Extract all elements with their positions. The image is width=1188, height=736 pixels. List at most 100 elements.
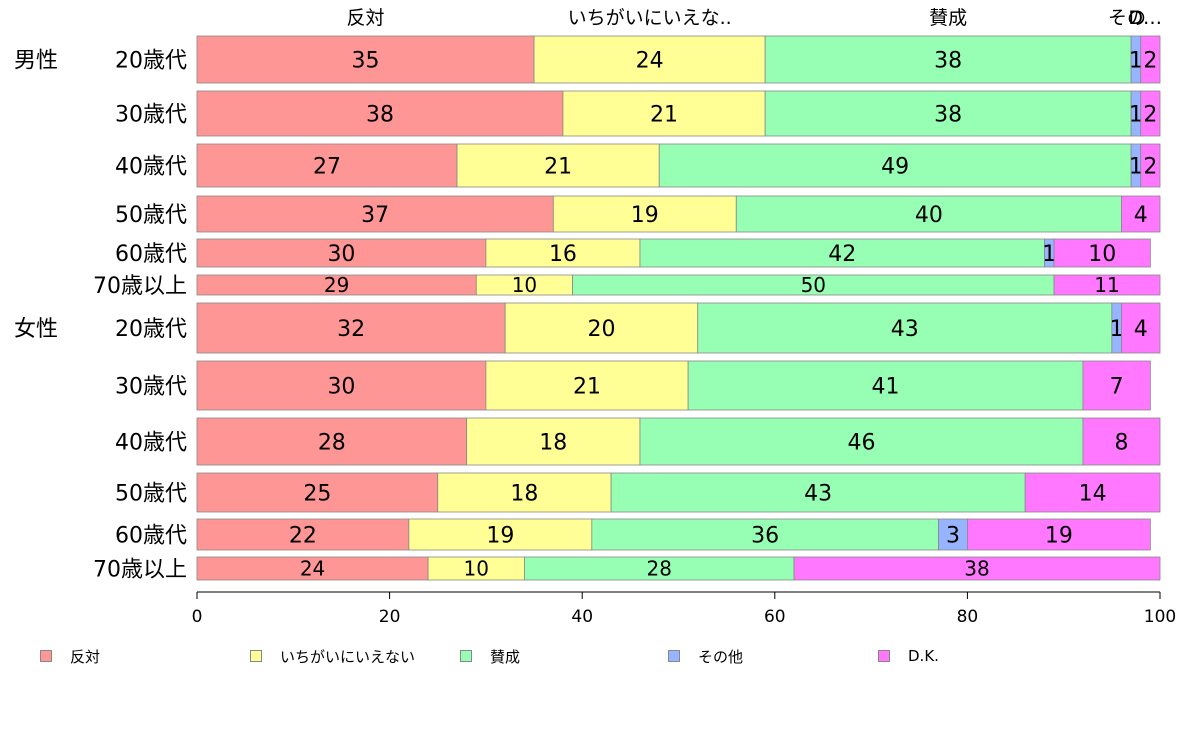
bar-segment xyxy=(1082,417,1161,466)
data-label: 24 xyxy=(300,557,325,581)
data-label: 24 xyxy=(636,48,664,73)
data-label: 32 xyxy=(337,317,365,342)
bar-segment xyxy=(1140,90,1161,137)
series-header-label: その xyxy=(1108,7,1146,29)
data-label: 27 xyxy=(313,154,341,179)
data-label: 1 xyxy=(1129,102,1143,127)
legend-swatch xyxy=(878,650,890,662)
data-label: 11 xyxy=(1094,273,1119,297)
legend-swatch xyxy=(668,650,680,662)
data-label: 49 xyxy=(881,154,909,179)
category-label: 20歳代 xyxy=(115,49,187,74)
legend-label: D.K. xyxy=(908,647,939,665)
legend-item: D.K. xyxy=(878,645,939,667)
category-label: 70歳以上 xyxy=(93,274,187,299)
bar-segment xyxy=(437,472,612,513)
category-label: 50歳代 xyxy=(115,482,187,507)
legend-item: 賛成 xyxy=(460,645,520,667)
x-tick-label: 40 xyxy=(571,607,593,627)
data-label: 38 xyxy=(934,48,962,73)
bar-segment xyxy=(658,143,1132,188)
bar-segment xyxy=(196,417,468,466)
data-label: 19 xyxy=(486,523,514,548)
bar-segment xyxy=(466,417,641,466)
bar-segment xyxy=(967,518,1151,551)
data-label: 2 xyxy=(1143,102,1157,127)
category-label: 60歳代 xyxy=(115,524,187,549)
bar-segment xyxy=(793,556,1161,581)
data-label: 38 xyxy=(964,557,989,581)
bar-segment xyxy=(196,302,506,354)
bar-segment xyxy=(687,360,1084,411)
data-label: 21 xyxy=(544,154,572,179)
group-label: 女性 xyxy=(14,317,58,342)
bar-segment xyxy=(504,302,699,354)
bar-segment xyxy=(196,472,439,513)
category-label: 40歳代 xyxy=(115,431,187,456)
data-label: 1 xyxy=(1110,317,1124,342)
data-label: 1 xyxy=(1129,154,1143,179)
legend-label: いちがいにいえない xyxy=(280,647,416,666)
data-label: 20 xyxy=(587,317,615,342)
bar-segment xyxy=(735,195,1122,233)
legend-label: 反対 xyxy=(70,647,101,666)
bar-segment xyxy=(1121,302,1161,354)
data-label: 41 xyxy=(872,374,900,399)
data-label: 19 xyxy=(631,203,659,228)
data-label: 1 xyxy=(1129,48,1143,73)
legend-label: 賛成 xyxy=(490,647,521,666)
bar-segment xyxy=(196,195,554,233)
data-label: 36 xyxy=(751,523,779,548)
bar-segment xyxy=(196,238,487,268)
bar-segment xyxy=(639,417,1084,466)
data-label: 8 xyxy=(1114,430,1128,455)
x-tick-label: 100 xyxy=(1144,607,1176,627)
legend-swatch xyxy=(460,650,472,662)
bar-segment xyxy=(1140,143,1161,188)
category-label: 20歳代 xyxy=(115,317,187,342)
bar-segment xyxy=(938,518,968,551)
data-label: 10 xyxy=(512,273,537,297)
data-label: 25 xyxy=(303,481,331,506)
data-label: 38 xyxy=(366,102,394,127)
data-label: 21 xyxy=(573,374,601,399)
x-tick-label: 0 xyxy=(192,607,203,627)
legend-item: 反対 xyxy=(40,645,100,667)
data-label: 18 xyxy=(539,430,567,455)
bar-segment xyxy=(552,195,737,233)
data-label: 4 xyxy=(1134,203,1148,228)
bar-segment xyxy=(1053,274,1161,296)
legend-item: いちがいにいえない xyxy=(250,645,415,667)
data-label: 28 xyxy=(318,430,346,455)
data-label: 35 xyxy=(352,48,380,73)
data-label: 10 xyxy=(464,557,489,581)
data-label: 19 xyxy=(1045,523,1073,548)
data-label: 2 xyxy=(1143,154,1157,179)
category-label: 50歳代 xyxy=(115,203,187,228)
series-header-label: 賛成 xyxy=(929,7,967,29)
bar-segment xyxy=(639,238,1045,268)
data-label: 46 xyxy=(847,430,875,455)
data-label: 14 xyxy=(1079,481,1107,506)
data-label: 43 xyxy=(804,481,832,506)
legend-item: その他 xyxy=(668,645,743,667)
legend: 反対 いちがいにいえない 賛成 その他 D.K. xyxy=(0,645,1188,669)
data-label: 42 xyxy=(828,242,856,267)
data-label: 10 xyxy=(1088,242,1116,267)
bar-segment xyxy=(533,35,766,84)
category-label: 30歳代 xyxy=(115,375,187,400)
category-label: 60歳代 xyxy=(115,242,187,267)
bar-segment xyxy=(1053,238,1151,268)
series-header-label: D… xyxy=(1128,7,1162,29)
bar-segment xyxy=(1024,472,1161,513)
bar-segment xyxy=(697,302,1113,354)
data-label: 2 xyxy=(1143,48,1157,73)
group-label: 男性 xyxy=(14,49,58,74)
data-label: 43 xyxy=(891,317,919,342)
data-label: 18 xyxy=(510,481,538,506)
x-tick-label: 80 xyxy=(957,607,979,627)
data-label: 16 xyxy=(549,242,577,267)
legend-label: その他 xyxy=(698,647,744,666)
category-label: 40歳代 xyxy=(115,155,187,180)
